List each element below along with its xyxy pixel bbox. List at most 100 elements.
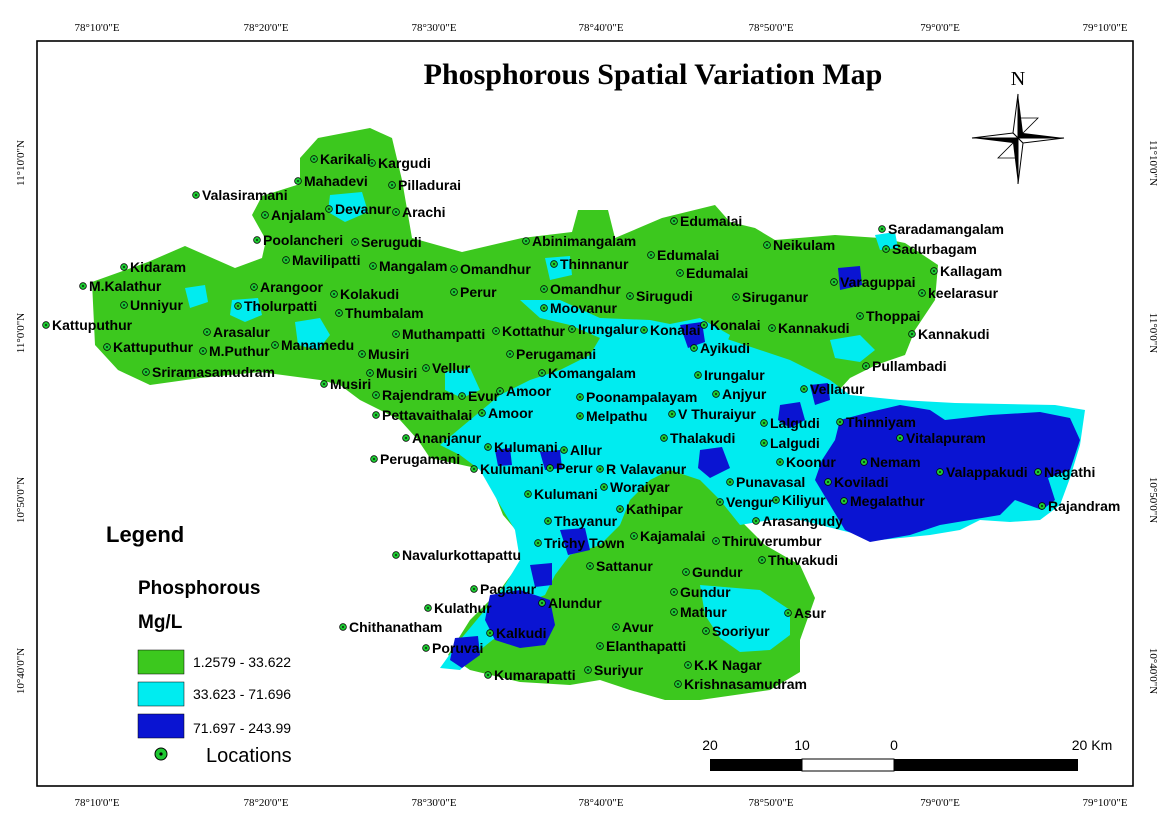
legend-swatch-high <box>137 713 185 739</box>
place-label: Pettavaithalai <box>382 407 472 423</box>
location-marker <box>772 496 780 504</box>
location-marker <box>339 623 347 631</box>
location-marker <box>261 211 269 219</box>
place-label: Konalai <box>710 317 761 333</box>
place-label: Omandhur <box>460 261 531 277</box>
location-marker <box>596 642 604 650</box>
blue-zone-ne1 <box>778 402 805 428</box>
cyan-zone-south <box>700 585 790 652</box>
place-label: Omandhur <box>550 281 621 297</box>
location-marker <box>584 666 592 674</box>
location-marker <box>484 443 492 451</box>
location-marker <box>120 301 128 309</box>
blue-zone-ne2 <box>810 383 830 405</box>
location-marker <box>824 478 832 486</box>
location-marker <box>372 411 380 419</box>
location-marker <box>294 177 302 185</box>
blue-zone-south3 <box>485 590 555 648</box>
legend-unit: Mg/L <box>138 612 183 633</box>
location-marker <box>674 680 682 688</box>
place-label: Kulathur <box>434 600 492 616</box>
location-marker <box>366 369 374 377</box>
place-label: Kannakudi <box>918 326 990 342</box>
place-label: Anjalam <box>271 207 325 223</box>
graticule-right-label-2: 10°50'0"N <box>1147 477 1159 523</box>
place-label: Konalai <box>650 322 701 338</box>
graticule-top-label-0: 78°10'0"E <box>74 22 119 34</box>
graticule-right-label-0: 11°10'0"N <box>1147 140 1159 186</box>
location-marker <box>626 292 634 300</box>
place-label: Serugudi <box>361 234 422 250</box>
place-label: Alundur <box>548 595 602 611</box>
place-label: Amoor <box>506 383 552 399</box>
location-marker <box>568 325 576 333</box>
place-label: Chithanatham <box>349 619 442 635</box>
location-marker <box>522 237 530 245</box>
location-marker <box>540 304 548 312</box>
place-label: Mathur <box>680 604 727 620</box>
place-label: Lalgudi <box>770 435 820 451</box>
place-label: Vellur <box>432 360 471 376</box>
location-marker <box>422 644 430 652</box>
location-marker <box>784 609 792 617</box>
graticule-top-label-6: 79°10'0"E <box>1082 22 1127 34</box>
location-marker <box>496 387 504 395</box>
graticule-left: 11°10'0"N 11°0'0"N 10°50'0"N 10°40'0"N <box>15 140 27 694</box>
place-label: Gundur <box>680 584 731 600</box>
location-marker <box>616 505 624 513</box>
graticule-top-label-4: 78°50'0"E <box>748 22 793 34</box>
place-label: Arasangudy <box>762 513 843 529</box>
location-marker <box>450 288 458 296</box>
blue-zone-south2 <box>530 563 552 587</box>
place-label: Kalkudi <box>496 625 547 641</box>
location-marker <box>142 368 150 376</box>
location-marker <box>878 225 886 233</box>
location-marker <box>335 309 343 317</box>
location-marker <box>1034 468 1042 476</box>
graticule-left-label-2: 10°50'0"N <box>15 477 27 523</box>
location-marker <box>768 324 776 332</box>
location-marker <box>670 588 678 596</box>
place-label: Sriramasamudram <box>152 364 275 380</box>
blue-zone-south1 <box>560 528 590 555</box>
location-marker <box>470 465 478 473</box>
location-marker <box>702 627 710 635</box>
place-label: Perur <box>460 284 497 300</box>
place-label: Trichy Town <box>544 535 625 551</box>
place-label: V Thuraiyur <box>678 406 756 422</box>
place-label: Irungalur <box>704 367 765 383</box>
place-label: Vitalapuram <box>906 430 986 446</box>
location-marker <box>544 517 552 525</box>
place-label: Thinnanur <box>560 256 629 272</box>
legend-swatch-medium <box>137 681 185 707</box>
place-label: Amoor <box>488 405 534 421</box>
graticule-top-label-3: 78°40'0"E <box>578 22 623 34</box>
graticule-top-label-1: 78°20'0"E <box>243 22 288 34</box>
location-marker <box>918 289 926 297</box>
location-marker <box>560 446 568 454</box>
place-label: Poonampalayam <box>586 389 697 405</box>
location-marker <box>253 236 261 244</box>
place-label: Edumalai <box>680 213 742 229</box>
location-marker <box>684 661 692 669</box>
place-label: Musiri <box>376 365 417 381</box>
location-marker <box>250 283 258 291</box>
location-marker <box>576 412 584 420</box>
legend-locations-label: Locations <box>206 745 292 767</box>
location-marker <box>1038 502 1046 510</box>
place-label: Musiri <box>330 376 371 392</box>
location-marker <box>120 263 128 271</box>
location-marker <box>524 490 532 498</box>
cyan-zone-west3 <box>185 285 208 308</box>
place-label: Koonur <box>786 454 836 470</box>
location-marker <box>682 568 690 576</box>
place-label: Mavilipatti <box>292 252 360 268</box>
graticule-top: 78°10'0"E 78°20'0"E 78°30'0"E 78°40'0"E 78°5… <box>74 22 1127 34</box>
place-label: Pilladurai <box>398 177 461 193</box>
place-label: Lalgudi <box>770 415 820 431</box>
location-marker <box>540 285 548 293</box>
legend-heading: Legend <box>106 522 184 547</box>
place-label: Karikali <box>320 151 371 167</box>
cyan-zone-central <box>440 300 1085 670</box>
